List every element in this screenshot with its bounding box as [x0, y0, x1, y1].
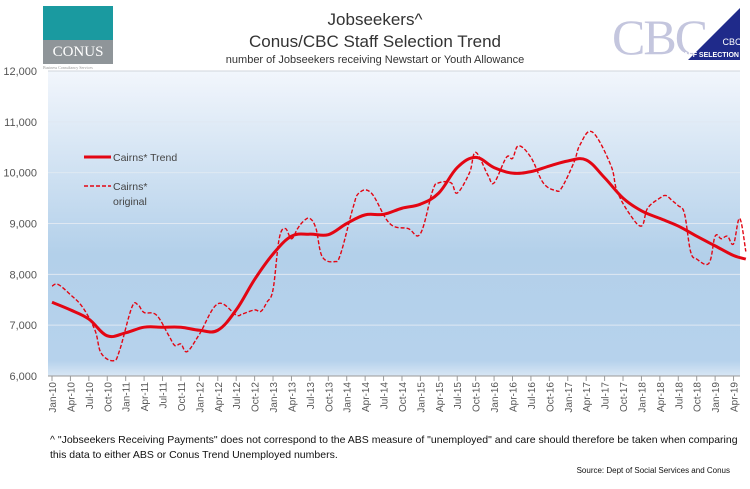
x-tick-label: Jan-16 — [490, 382, 501, 413]
x-tick-label: Jul-15 — [453, 382, 464, 410]
x-tick-label: Oct-13 — [324, 382, 335, 412]
x-tick-label: Apr-19 — [730, 382, 741, 412]
cbc-badge-logo: CBC STAFF SELECTION — [675, 8, 742, 60]
cbc-logo: CBC — [612, 9, 708, 65]
legend-trend-label: Cairns* Trend — [113, 152, 177, 164]
x-tick-label: Jan-13 — [269, 382, 280, 413]
x-tick-label: Jul-16 — [527, 382, 538, 410]
chart-subtitle: number of Jobseekers receiving Newstart … — [225, 54, 525, 66]
series-original-line — [51, 130, 747, 362]
x-tick-label: Apr-18 — [656, 382, 667, 412]
x-tick-label: Apr-12 — [214, 382, 225, 412]
x-tick-label: Jan-14 — [343, 382, 354, 413]
x-tick-label: Oct-17 — [619, 382, 630, 412]
x-tick-label: Apr-11 — [140, 382, 151, 412]
x-tick-label: Oct-12 — [251, 382, 262, 412]
x-tick-label: Oct-16 — [545, 382, 556, 412]
x-tick-label: Jan-15 — [416, 382, 427, 413]
x-tick-label: Oct-14 — [398, 382, 409, 412]
legend-original-label-line2: original — [113, 196, 147, 208]
x-tick-label: Apr-15 — [435, 382, 446, 412]
y-tick-label: 9,000 — [9, 219, 37, 231]
x-tick-label: Jul-13 — [306, 382, 317, 410]
x-tick-label: Jul-12 — [232, 382, 243, 410]
x-tick-label: Oct-18 — [693, 382, 704, 412]
x-tick-label: Jan-12 — [195, 382, 206, 413]
x-tick-label: Apr-16 — [509, 382, 520, 412]
conus-logo-text: CONUS — [43, 40, 113, 64]
x-tick-label: Oct-11 — [177, 382, 188, 412]
x-tick-label: Jul-14 — [380, 382, 391, 410]
conus-logo-subtext: Business Consultancy Services — [43, 65, 93, 70]
x-tick-label: Apr-13 — [287, 382, 298, 412]
y-tick-label: 12,000 — [3, 66, 37, 78]
cbc-badge-text: CBC — [722, 37, 742, 47]
y-tick-label: 7,000 — [9, 320, 37, 332]
x-tick-label: Jul-10 — [85, 382, 96, 410]
y-tick-label: 11,000 — [4, 117, 37, 129]
y-tick-label: 10,000 — [3, 168, 37, 180]
x-tick-label: Oct-15 — [472, 382, 483, 412]
y-tick-label: 6,000 — [9, 371, 37, 383]
x-tick-label: Jan-19 — [711, 382, 722, 413]
x-tick-label: Jul-17 — [601, 382, 612, 410]
x-tick-label: Jul-18 — [674, 382, 685, 410]
x-tick-label: Jan-10 — [48, 382, 59, 413]
x-tick-label: Apr-10 — [66, 382, 77, 412]
x-tick-label: Apr-17 — [582, 382, 593, 412]
y-tick-label: 8,000 — [9, 269, 37, 281]
chart-title-line2: Conus/CBC Staff Selection Trend — [249, 32, 501, 51]
legend-original-label: Cairns* — [113, 181, 147, 193]
conus-logo-graphic — [43, 6, 113, 40]
legend: Cairns* Trend Cairns* original — [84, 152, 177, 208]
chart-title: Jobseekers^ — [327, 10, 423, 29]
series-trend-line — [51, 155, 747, 339]
source-note: Source: Dept of Social Services and Conu… — [576, 466, 730, 475]
x-tick-label: Oct-10 — [103, 382, 114, 412]
conus-logo: CONUS — [43, 6, 113, 64]
x-tick-label: Jan-17 — [564, 382, 575, 413]
footnote: ^ "Jobseekers Receiving Payments" does n… — [50, 434, 738, 461]
line-chart: 6,000 7,000 8,000 9,000 10,000 11,000 12,000 J… — [3, 66, 747, 413]
x-tick-label: Jan-11 — [122, 382, 133, 412]
cbc-badge-subtext: STAFF SELECTION — [675, 52, 739, 59]
x-tick-label: Jan-18 — [637, 382, 648, 413]
x-tick-label: Apr-14 — [361, 382, 372, 412]
x-tick-label: Jul-11 — [159, 382, 170, 409]
